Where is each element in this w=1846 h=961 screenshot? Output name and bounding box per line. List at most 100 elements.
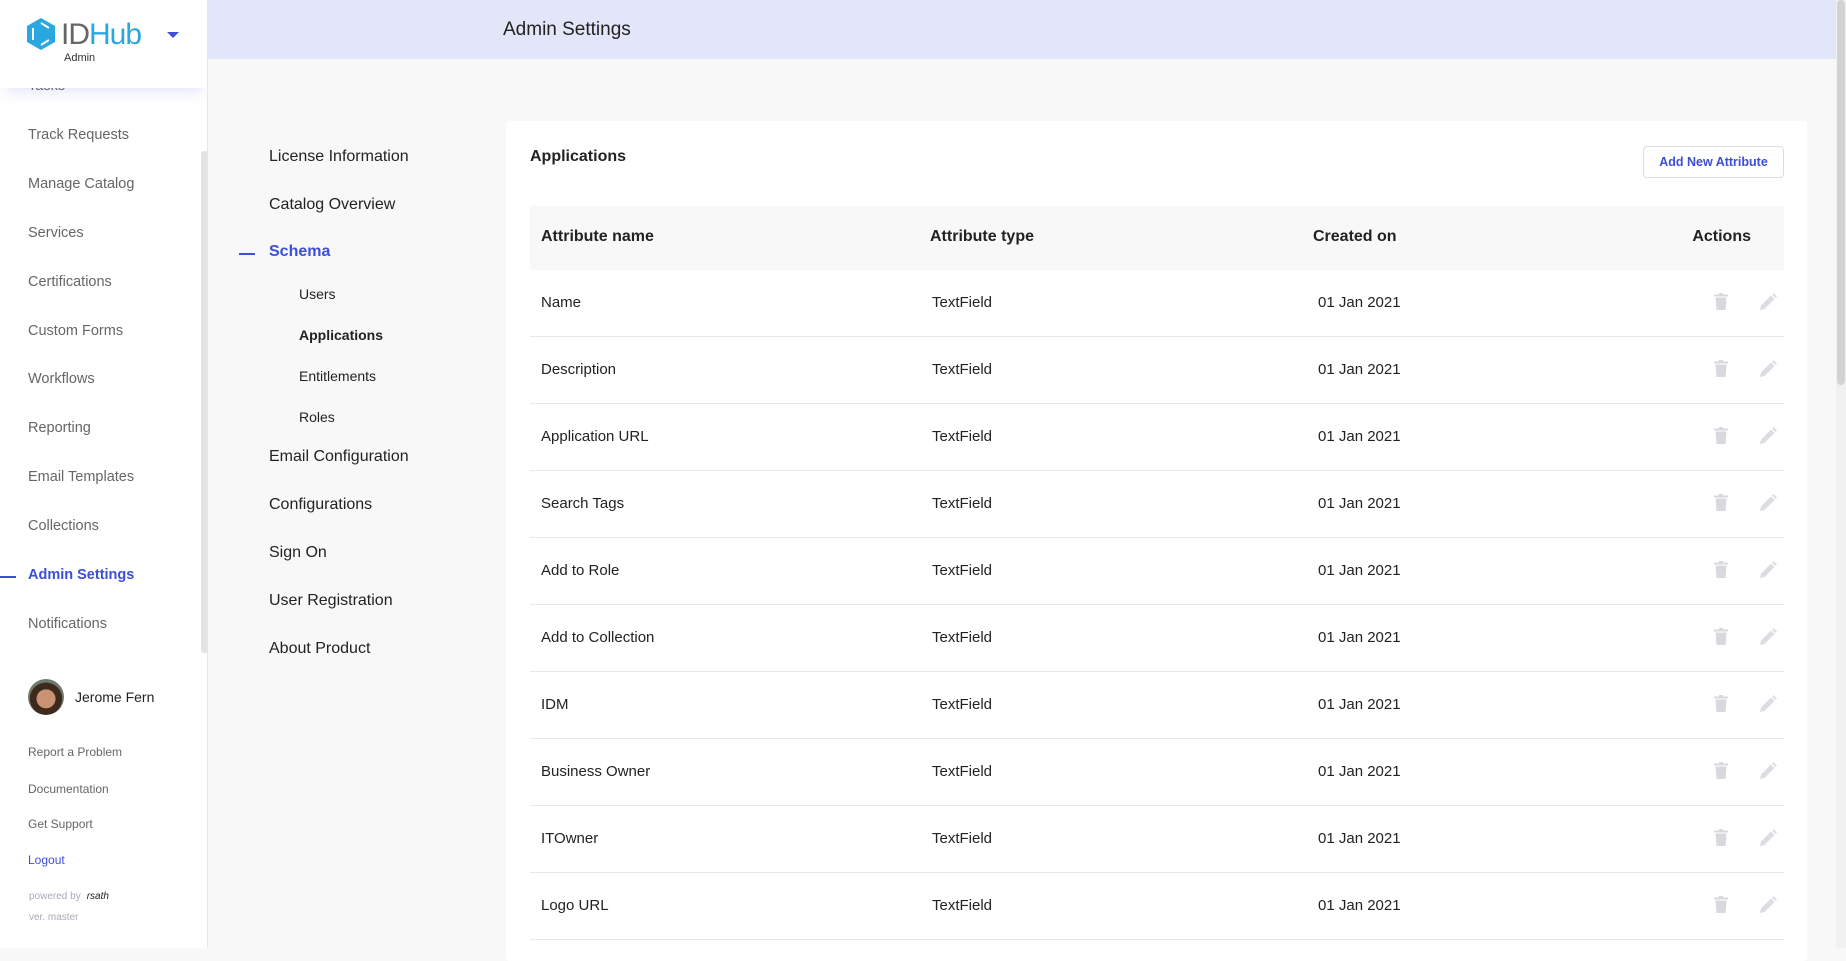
pencil-icon[interactable] bbox=[1759, 427, 1777, 449]
card-title: Applications bbox=[530, 148, 627, 165]
created-on: 01 Jan 2021 bbox=[1318, 830, 1401, 847]
trash-icon[interactable] bbox=[1714, 293, 1728, 314]
pencil-icon[interactable] bbox=[1759, 762, 1777, 784]
chevron-down-icon[interactable] bbox=[167, 32, 179, 38]
settings-nav-license-information[interactable]: License Information bbox=[269, 148, 409, 165]
trash-icon[interactable] bbox=[1714, 829, 1728, 850]
created-on: 01 Jan 2021 bbox=[1318, 294, 1401, 311]
logo: IDHub Admin bbox=[0, 0, 207, 88]
settings-nav-email-configuration[interactable]: Email Configuration bbox=[269, 448, 409, 465]
created-on: 01 Jan 2021 bbox=[1318, 696, 1401, 713]
get-support-link[interactable]: Get Support bbox=[28, 817, 93, 831]
sidebar-item-notifications[interactable]: Notifications bbox=[28, 615, 107, 632]
table-row: Add to Role TextField 01 Jan 2021 bbox=[530, 538, 1784, 605]
column-header-created-on[interactable]: Created on bbox=[1313, 228, 1397, 245]
version-label: ver. master bbox=[29, 912, 79, 923]
table-row: Name TextField 01 Jan 2021 bbox=[530, 270, 1784, 337]
schema-nav-users[interactable]: Users bbox=[299, 286, 336, 302]
report-problem-link[interactable]: Report a Problem bbox=[28, 745, 123, 759]
settings-nav-user-registration[interactable]: User Registration bbox=[269, 592, 393, 609]
attribute-type: TextField bbox=[932, 495, 993, 512]
attribute-type: TextField bbox=[932, 428, 993, 445]
created-on: 01 Jan 2021 bbox=[1318, 428, 1401, 445]
attribute-type: TextField bbox=[932, 294, 993, 311]
column-header-attribute-type[interactable]: Attribute type bbox=[930, 228, 1034, 245]
pencil-icon[interactable] bbox=[1759, 293, 1777, 315]
table-header: Attribute name Attribute type Created on… bbox=[530, 206, 1784, 270]
schema-nav-applications[interactable]: Applications bbox=[299, 327, 384, 343]
trash-icon[interactable] bbox=[1714, 695, 1728, 716]
pencil-icon[interactable] bbox=[1759, 695, 1777, 717]
sidebar-item-reporting[interactable]: Reporting bbox=[28, 420, 91, 437]
trash-icon[interactable] bbox=[1714, 762, 1728, 783]
attribute-type: TextField bbox=[932, 763, 993, 780]
table-row: Add to Collection TextField 01 Jan 2021 bbox=[530, 605, 1784, 672]
trash-icon[interactable] bbox=[1714, 494, 1728, 515]
table-row: Logo URL TextField 01 Jan 2021 bbox=[530, 873, 1784, 940]
attribute-name: IDM bbox=[541, 696, 569, 713]
attribute-type: TextField bbox=[932, 696, 993, 713]
created-on: 01 Jan 2021 bbox=[1318, 897, 1401, 914]
attribute-name: Business Owner bbox=[541, 763, 651, 780]
avatar[interactable] bbox=[28, 679, 64, 715]
attribute-type: TextField bbox=[932, 830, 993, 847]
attribute-name: ITOwner bbox=[541, 830, 599, 847]
pencil-icon[interactable] bbox=[1759, 829, 1777, 851]
sidebar-item-email-templates[interactable]: Email Templates bbox=[28, 469, 135, 486]
trash-icon[interactable] bbox=[1714, 427, 1728, 448]
page-scrollbar[interactable] bbox=[1836, 0, 1846, 948]
attribute-type: TextField bbox=[932, 897, 993, 914]
settings-nav-configurations[interactable]: Configurations bbox=[269, 496, 373, 513]
add-new-attribute-button[interactable]: Add New Attribute bbox=[1643, 146, 1784, 178]
sidebar-item-workflows[interactable]: Workflows bbox=[28, 371, 95, 388]
settings-nav-sign-on[interactable]: Sign On bbox=[269, 544, 327, 561]
sidebar-item-track-requests[interactable]: Track Requests bbox=[28, 126, 129, 143]
attribute-name: Name bbox=[541, 294, 582, 311]
sidebar-item-collections[interactable]: Collections bbox=[28, 518, 99, 535]
pencil-icon[interactable] bbox=[1759, 561, 1777, 583]
table-row: Search Tags TextField 01 Jan 2021 bbox=[530, 471, 1784, 538]
attribute-name: Search Tags bbox=[541, 495, 625, 512]
sidebar-scrollbar[interactable] bbox=[201, 151, 207, 653]
created-on: 01 Jan 2021 bbox=[1318, 495, 1401, 512]
sidebar-item-services[interactable]: Services bbox=[28, 224, 84, 241]
column-header-attribute-name[interactable]: Attribute name bbox=[541, 228, 654, 245]
trash-icon[interactable] bbox=[1714, 896, 1728, 917]
scrollbar-thumb[interactable] bbox=[1837, 0, 1845, 385]
sidebar-item-manage-catalog[interactable]: Manage Catalog bbox=[28, 175, 135, 192]
column-header-actions: Actions bbox=[1692, 228, 1751, 245]
trash-icon[interactable] bbox=[1714, 360, 1728, 381]
trash-icon[interactable] bbox=[1714, 561, 1728, 582]
created-on: 01 Jan 2021 bbox=[1318, 763, 1401, 780]
user-name[interactable]: Jerome Fern bbox=[75, 689, 155, 705]
trash-icon[interactable] bbox=[1714, 628, 1728, 649]
logout-link[interactable]: Logout bbox=[28, 853, 65, 867]
table-row: ITOwner TextField 01 Jan 2021 bbox=[530, 806, 1784, 873]
sidebar-item-custom-forms[interactable]: Custom Forms bbox=[28, 322, 124, 339]
page-header: Admin Settings bbox=[208, 0, 1846, 59]
sidebar-item-admin-settings[interactable]: Admin Settings bbox=[0, 567, 135, 583]
schema-nav-entitlements[interactable]: Entitlements bbox=[299, 368, 377, 384]
schema-nav-roles[interactable]: Roles bbox=[299, 409, 335, 425]
powered-by: powered by rsath bbox=[29, 891, 109, 902]
rsath-logo: rsath bbox=[86, 891, 109, 902]
page-title: Admin Settings bbox=[503, 19, 631, 40]
attribute-name: Logo URL bbox=[541, 897, 609, 914]
attribute-type: TextField bbox=[932, 562, 993, 579]
sidebar-item-certifications[interactable]: Certifications bbox=[28, 273, 112, 290]
pencil-icon[interactable] bbox=[1759, 494, 1777, 516]
pencil-icon[interactable] bbox=[1759, 896, 1777, 918]
settings-nav-catalog-overview[interactable]: Catalog Overview bbox=[269, 196, 396, 213]
created-on: 01 Jan 2021 bbox=[1318, 562, 1401, 579]
attribute-name: Add to Role bbox=[541, 562, 620, 579]
attribute-type: TextField bbox=[932, 629, 993, 646]
attribute-name: Description bbox=[541, 361, 617, 378]
settings-nav-schema[interactable]: Schema bbox=[238, 243, 331, 260]
pencil-icon[interactable] bbox=[1759, 360, 1777, 382]
documentation-link[interactable]: Documentation bbox=[28, 782, 109, 796]
settings-nav-about-product[interactable]: About Product bbox=[269, 640, 371, 657]
created-on: 01 Jan 2021 bbox=[1318, 629, 1401, 646]
created-on: 01 Jan 2021 bbox=[1318, 361, 1401, 378]
pencil-icon[interactable] bbox=[1759, 628, 1777, 650]
